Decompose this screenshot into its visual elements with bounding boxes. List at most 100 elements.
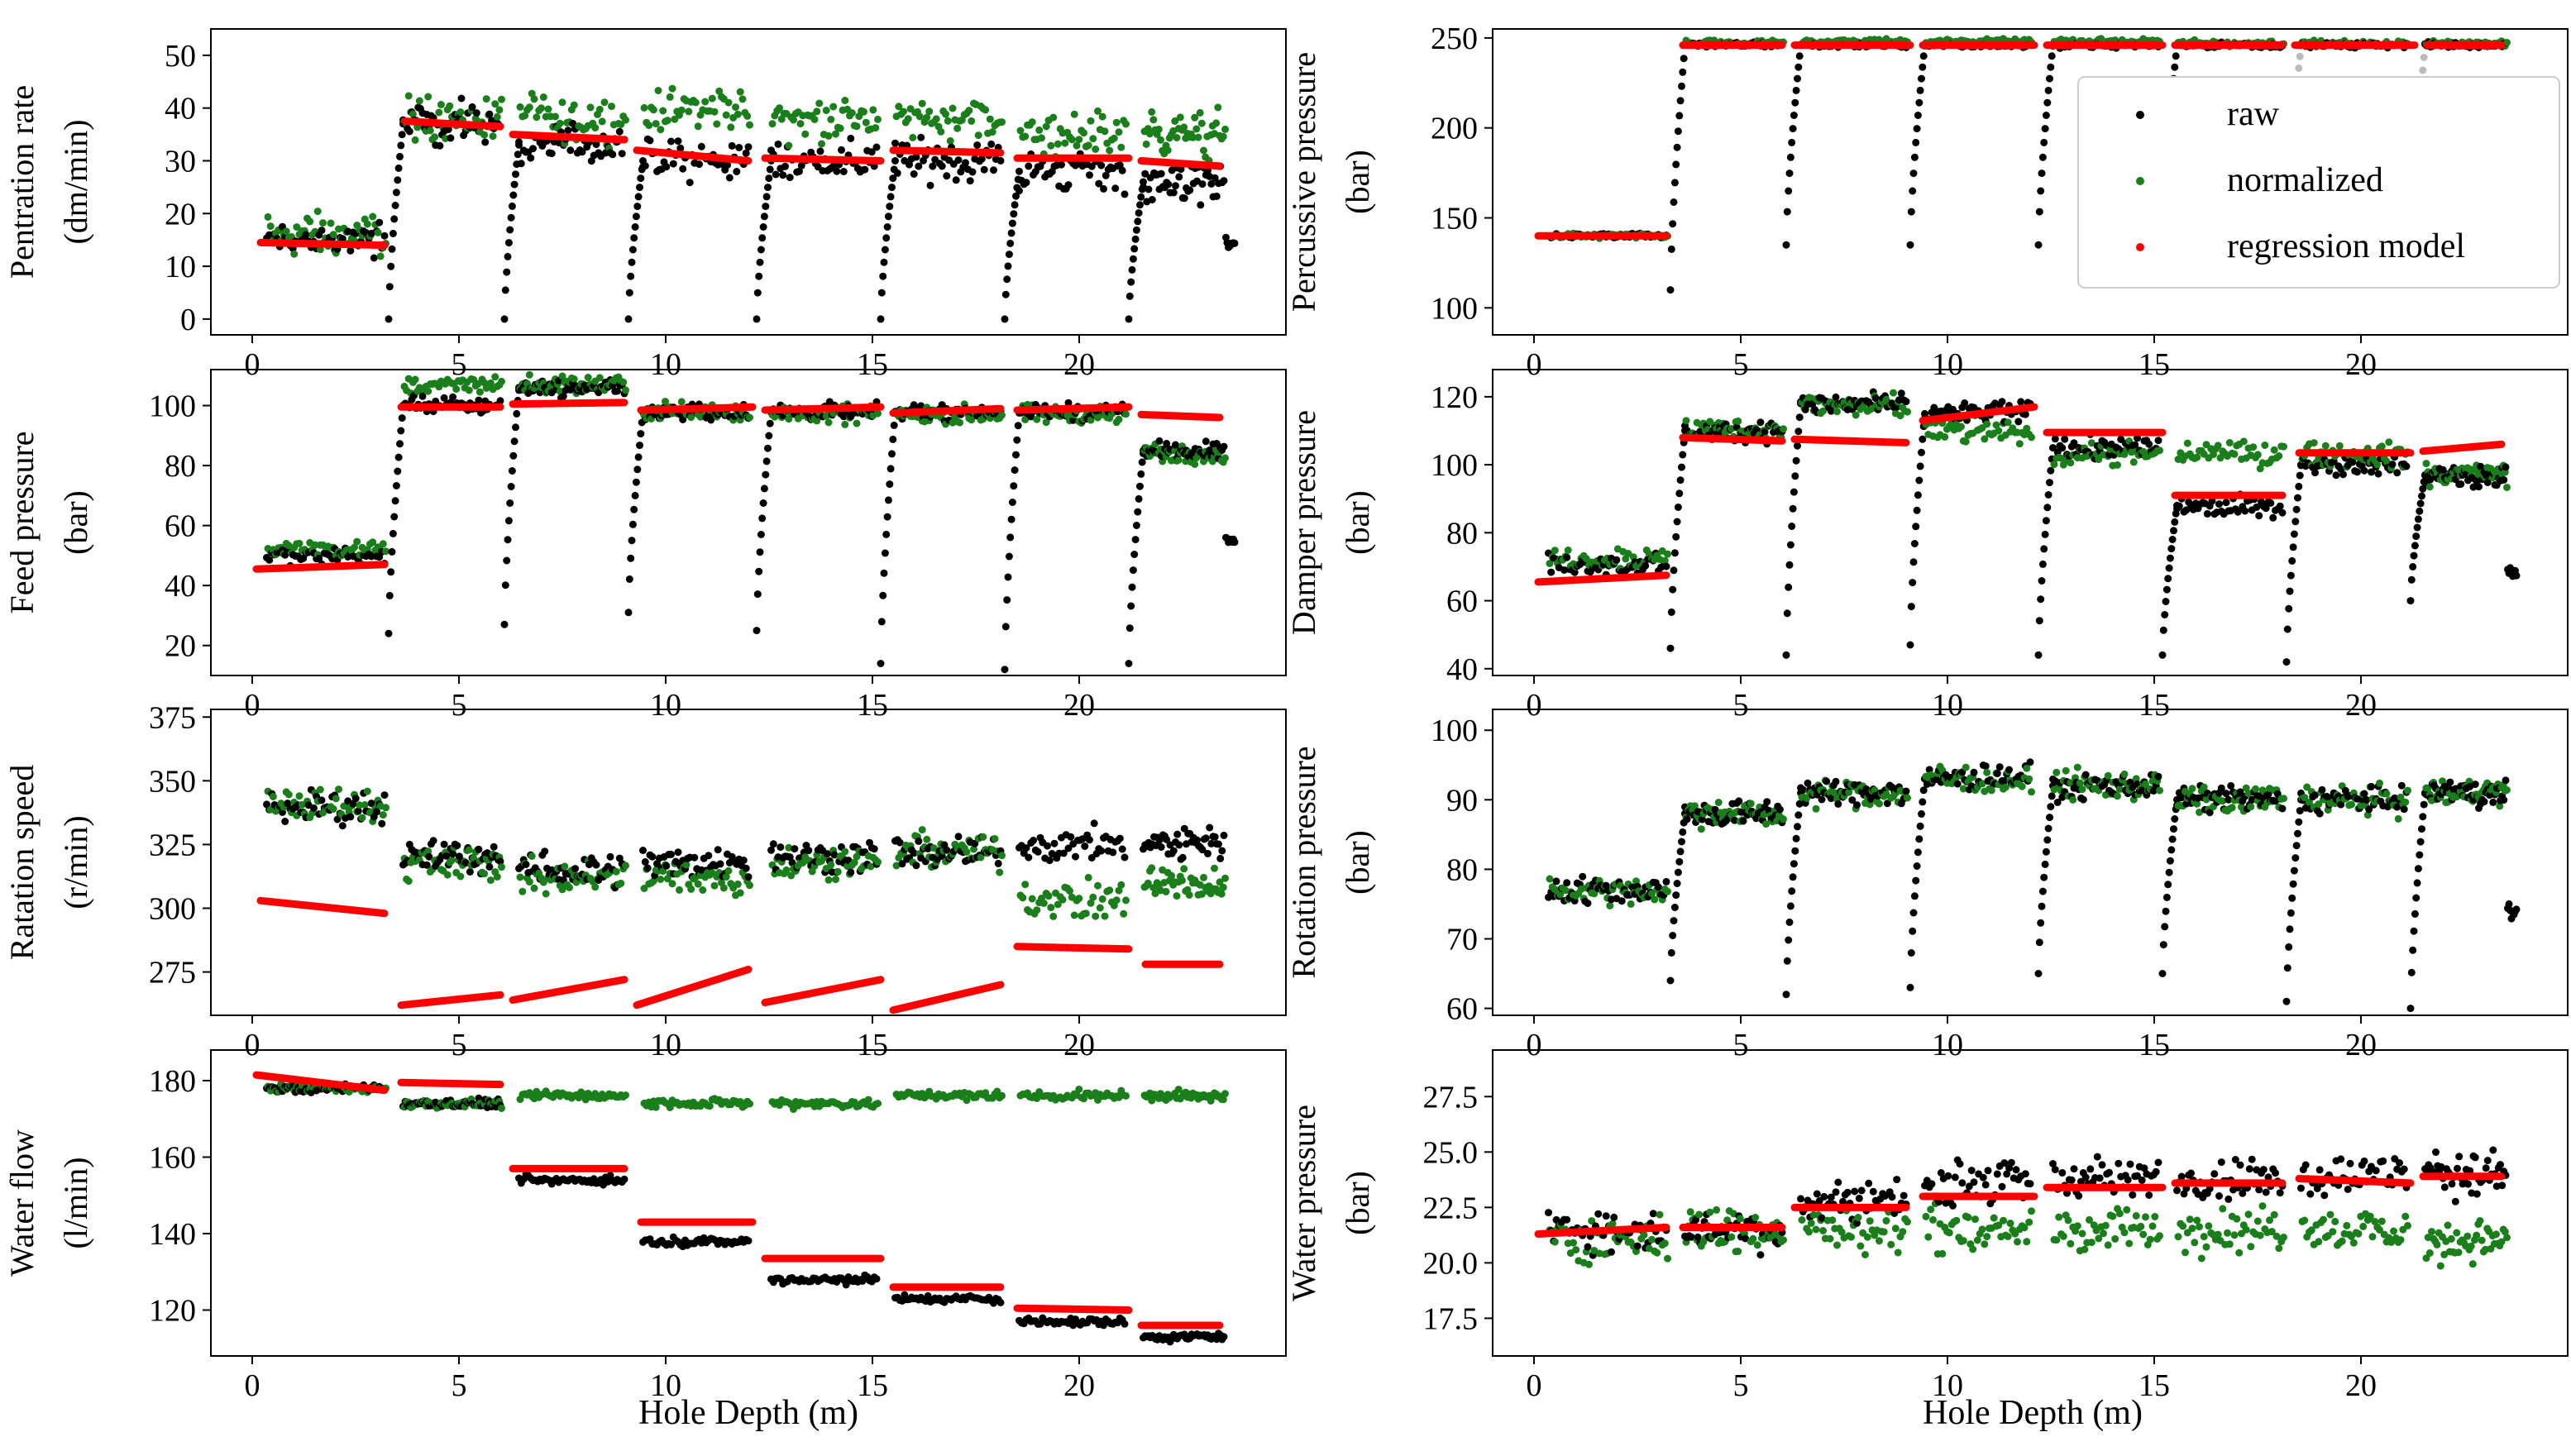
normalized-point — [2069, 795, 2077, 804]
normalized-point — [2335, 442, 2344, 450]
normalized-point — [946, 136, 954, 145]
raw-point — [1794, 811, 1803, 819]
raw-point — [378, 819, 386, 828]
raw-point — [1676, 847, 1685, 856]
normalized-point — [556, 119, 564, 127]
normalized-point — [676, 886, 683, 894]
raw-point — [2134, 434, 2141, 442]
normalized-point — [2425, 483, 2434, 491]
raw-point — [2318, 785, 2326, 794]
normalized-point — [319, 219, 327, 227]
raw-point — [1783, 609, 1791, 618]
raw-point — [633, 465, 642, 474]
x-tick-label: 20 — [1063, 1028, 1095, 1062]
normalized-point — [1019, 894, 1027, 902]
raw-point — [2038, 887, 2047, 895]
normalized-point — [351, 543, 358, 551]
x-tick-label: 15 — [857, 1028, 888, 1062]
raw-point — [2222, 499, 2230, 507]
raw-point — [1834, 800, 1842, 808]
raw-point — [2170, 825, 2177, 833]
raw-point — [1231, 538, 1239, 547]
raw-point — [2017, 398, 2025, 406]
raw-point — [1109, 848, 1117, 857]
normalized-point — [452, 385, 461, 394]
normalized-point — [2078, 785, 2086, 794]
normalized-point — [1039, 899, 1048, 907]
raw-point — [1670, 904, 1679, 911]
raw-point — [880, 258, 888, 266]
raw-point — [2332, 471, 2340, 480]
normalized-point — [841, 420, 849, 428]
raw-point — [674, 137, 682, 146]
normalized-point — [2050, 461, 2058, 469]
normalized-point — [486, 876, 495, 885]
normalized-point — [1094, 881, 1102, 890]
normalized-point — [1106, 886, 1114, 895]
normalized-point — [519, 887, 527, 895]
raw-point — [628, 246, 637, 254]
x-tick-label: 20 — [1063, 347, 1095, 382]
normalized-point — [1176, 113, 1184, 122]
y-tick-label: 0 — [180, 303, 196, 337]
raw-point — [1791, 847, 1799, 855]
raw-point — [1871, 394, 1880, 403]
normalized-point — [953, 124, 962, 132]
y-tick-label: 60 — [165, 509, 196, 544]
raw-point — [475, 845, 483, 853]
y-tick-label: 200 — [1431, 112, 1478, 146]
raw-point — [1909, 187, 1917, 195]
raw-point — [2412, 532, 2420, 541]
raw-point — [816, 147, 824, 155]
raw-point — [2162, 893, 2171, 901]
raw-point — [318, 796, 326, 804]
normalized-point — [991, 835, 999, 843]
raw-point — [2171, 518, 2179, 526]
raw-point — [1672, 891, 1680, 900]
raw-point — [2041, 860, 2049, 868]
raw-point — [1907, 603, 1915, 611]
raw-point — [1570, 568, 1579, 576]
raw-point — [2296, 471, 2304, 480]
normalized-point — [489, 132, 497, 141]
raw-point — [2402, 462, 2411, 470]
normalized-point — [530, 95, 538, 103]
normalized-point — [777, 115, 786, 123]
raw-point — [2262, 504, 2270, 513]
regression-segment — [1013, 943, 1133, 953]
raw-point — [2154, 772, 2162, 781]
raw-point — [1679, 451, 1687, 459]
raw-point — [1970, 768, 1978, 776]
normalized-point — [1941, 433, 1949, 441]
normalized-point — [801, 130, 810, 138]
raw-point — [1095, 179, 1103, 188]
normalized-point — [1092, 146, 1100, 153]
raw-point — [968, 168, 977, 176]
raw-point — [1121, 190, 1129, 198]
raw-point — [2203, 509, 2211, 518]
normalized-point — [666, 93, 674, 101]
raw-point — [449, 393, 457, 401]
normalized-point — [608, 103, 615, 111]
normalized-point — [1035, 126, 1044, 134]
raw-point — [2014, 418, 2023, 426]
normalized-point — [659, 107, 667, 115]
raw-point — [1007, 515, 1015, 523]
raw-point — [1175, 173, 1183, 181]
normalized-point — [521, 112, 529, 120]
raw-point — [315, 554, 323, 562]
normalized-point — [874, 858, 882, 866]
raw-point — [392, 189, 400, 197]
raw-point — [517, 160, 525, 168]
normalized-point — [708, 94, 716, 103]
raw-point — [1907, 949, 1915, 957]
normalized-point — [1042, 122, 1050, 131]
raw-point — [2414, 515, 2422, 523]
raw-point — [1818, 795, 1826, 804]
raw-point — [2044, 824, 2052, 833]
raw-point — [1135, 494, 1143, 503]
raw-point — [2418, 492, 2425, 500]
raw-point — [2278, 508, 2287, 517]
normalized-point — [827, 861, 835, 869]
raw-point — [513, 409, 521, 418]
